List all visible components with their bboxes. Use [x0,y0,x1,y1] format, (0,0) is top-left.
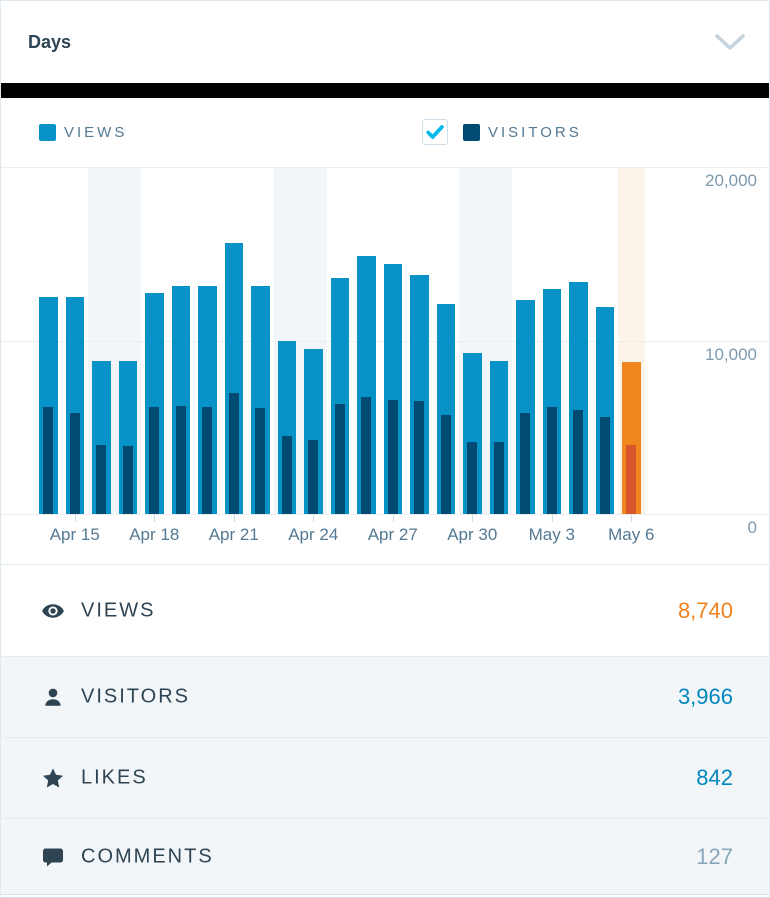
chart-bar-may-1[interactable] [486,167,513,514]
x-axis-tick [392,514,394,522]
x-axis-label: May 3 [528,525,575,544]
tab-value: 8,740 [677,597,733,623]
chart-bar-apr-23[interactable] [274,167,301,514]
visitors-bar [467,442,478,514]
tab-label: LIKES [81,766,148,789]
visitors-swatch [463,124,480,141]
x-axis-label: May 6 [608,525,655,544]
comment-icon [43,848,63,866]
visitors-bar [96,444,107,514]
visitors-bar [228,392,239,514]
x-axis-label: Apr 30 [447,525,498,544]
gridline [1,514,769,515]
visitors-checkbox[interactable] [422,119,448,145]
x-axis-label: Apr 27 [367,525,418,544]
separator-bar [1,83,769,98]
x-axis-tick [631,514,633,522]
checkmark-icon [426,125,444,139]
tab-likes[interactable]: LIKES 842 [1,737,769,818]
y-axis-label: 20,000 [705,171,757,190]
chart-plot-area [1,167,645,514]
eye-icon [42,603,64,618]
x-axis-label: Apr 15 [49,525,100,544]
visitors-bar [414,401,425,514]
y-axis-label: 0 [747,518,757,537]
chart-bar-may-3[interactable] [539,167,566,514]
visitors-bar [308,439,319,514]
x-axis-tick [74,514,76,522]
chart-bar-apr-15[interactable] [62,167,89,514]
tab-value: 127 [696,843,733,869]
chart-bar-apr-16[interactable] [88,167,115,514]
visitors-bar [202,407,213,514]
x-axis-tick [551,514,553,522]
tab-value: 842 [696,765,733,790]
chart-bar-apr-21[interactable] [221,167,248,514]
visitors-bar [255,408,266,514]
x-axis-label: Apr 21 [208,525,259,544]
chevron-down-icon [715,34,745,50]
views-swatch [39,124,56,141]
visitors-bar [149,407,160,514]
chart-bar-apr-25[interactable] [327,167,354,514]
chart-bar-apr-20[interactable] [194,167,221,514]
page-title: Days [28,32,72,52]
chart-bar-apr-17[interactable] [115,167,142,514]
period-header-button[interactable]: Days [1,1,769,83]
chart-bar-may-4[interactable] [565,167,592,514]
visitors-bar [387,399,398,514]
visitors-bar [440,415,451,514]
chart-bar-apr-24[interactable] [300,167,327,514]
bar-chart: 0 10,000 20,000 Apr 15 Apr 18 Apr 21 Apr 24 Apr… [1,167,769,564]
chart-bar-may-5[interactable] [592,167,619,514]
tab-label: COMMENTS [81,845,214,867]
x-axis-tick [472,514,474,522]
x-axis-tick [313,514,315,522]
chart-bar-may-2[interactable] [512,167,539,514]
tab-views[interactable]: VIEWS 8,740 [1,564,769,656]
tab-value: 3,966 [677,684,733,709]
visitors-bar [122,445,133,514]
chart-bar-may-6[interactable] [618,167,645,514]
visitors-bar [546,407,557,514]
visitors-bar [626,445,637,514]
chart-bar-apr-26[interactable] [353,167,380,514]
visitors-bar [361,396,372,514]
visitors-bar [493,442,504,514]
chart-bar-apr-30[interactable] [459,167,486,514]
chart-bar-apr-22[interactable] [247,167,274,514]
chart-bar-apr-18[interactable] [141,167,168,514]
visitors-bar [599,416,610,514]
tab-label: VISITORS [81,685,190,708]
summary-tabs: VIEWS 8,740 VISITORS 3,966 LIKES 842 [1,564,769,895]
chart-bar-apr-19[interactable] [168,167,195,514]
visitors-bar [334,403,345,514]
user-icon [45,688,61,706]
y-axis-label: 10,000 [705,344,757,364]
visitors-bar [69,412,80,514]
visitors-bar [281,435,292,514]
views-legend-label: VIEWS [64,124,128,141]
tab-visitors[interactable]: VISITORS 3,966 [1,656,769,737]
x-axis-tick [233,514,235,522]
star-icon [43,768,63,788]
chart-bar-apr-14[interactable] [35,167,62,514]
chart-legend: VIEWS VISITORS [1,98,769,167]
visitors-bar [175,406,186,514]
chart-bar-apr-28[interactable] [406,167,433,514]
tab-label: VIEWS [81,599,156,621]
x-axis-label: Apr 18 [129,525,180,544]
x-axis-label: Apr 24 [288,525,339,544]
gridline [1,167,769,168]
visitors-bar [520,413,531,514]
visitors-legend-label[interactable]: VISITORS [488,124,582,141]
chart-bar-apr-27[interactable] [380,167,407,514]
tab-comments[interactable]: COMMENTS 127 [1,818,769,895]
x-axis-tick [154,514,156,522]
visitors-bar [43,407,54,514]
chart-bar-apr-29[interactable] [433,167,460,514]
visitors-bar [573,409,584,514]
